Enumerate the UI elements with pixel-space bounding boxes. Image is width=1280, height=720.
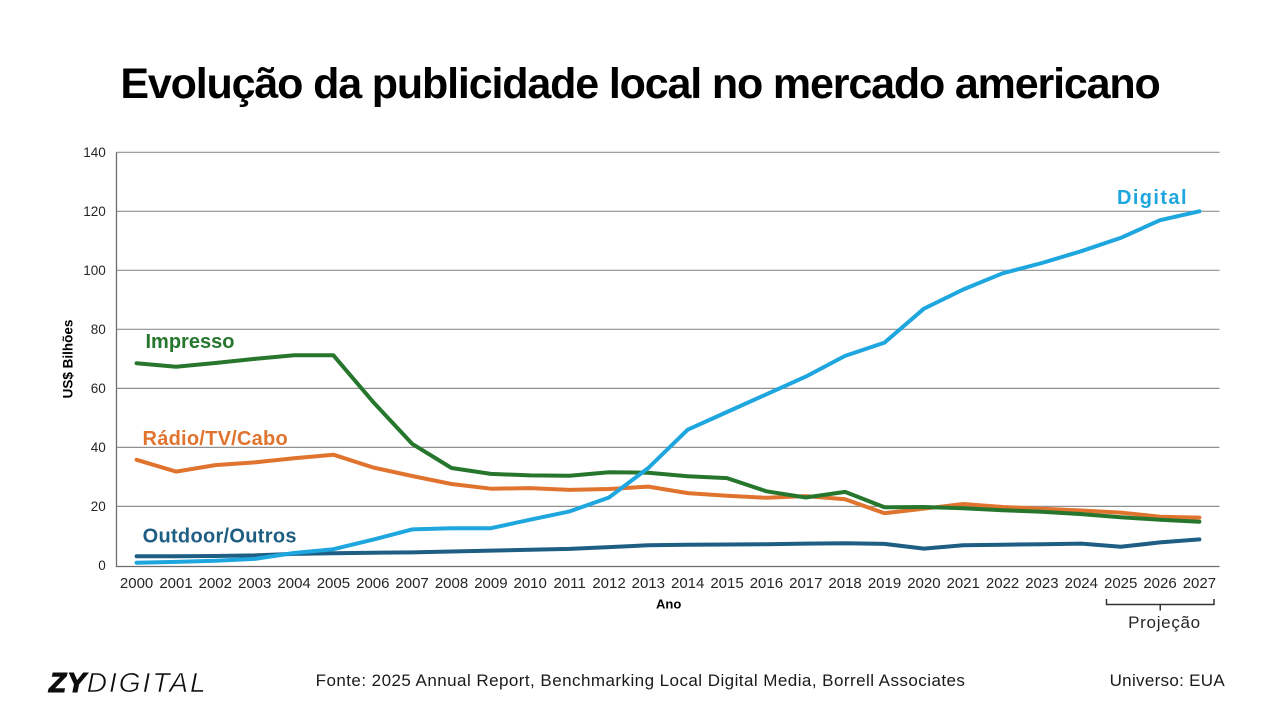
- svg-text:Ano: Ano: [656, 597, 681, 612]
- svg-text:2018: 2018: [828, 575, 861, 592]
- svg-text:100: 100: [83, 263, 106, 278]
- svg-text:80: 80: [91, 322, 106, 337]
- svg-text:2003: 2003: [238, 575, 271, 592]
- svg-text:2004: 2004: [277, 575, 310, 592]
- svg-text:40: 40: [91, 440, 106, 455]
- svg-text:2011: 2011: [553, 575, 585, 592]
- svg-text:0: 0: [98, 558, 106, 573]
- svg-text:2008: 2008: [435, 575, 468, 592]
- svg-text:US$ Bilhões: US$ Bilhões: [61, 320, 76, 399]
- svg-text:2014: 2014: [671, 575, 704, 592]
- svg-text:2013: 2013: [632, 575, 665, 592]
- svg-text:2015: 2015: [710, 575, 743, 592]
- svg-text:2002: 2002: [199, 575, 232, 592]
- svg-text:140: 140: [83, 145, 106, 160]
- svg-text:Impresso: Impresso: [146, 331, 235, 353]
- svg-text:2022: 2022: [986, 575, 1019, 592]
- svg-text:2012: 2012: [592, 575, 625, 592]
- svg-text:2009: 2009: [474, 575, 507, 592]
- svg-text:Digital: Digital: [1117, 187, 1188, 209]
- svg-text:Projeção: Projeção: [1128, 613, 1201, 632]
- svg-text:2016: 2016: [750, 575, 783, 592]
- svg-text:2025: 2025: [1104, 575, 1137, 592]
- svg-text:2026: 2026: [1143, 575, 1176, 592]
- svg-text:2007: 2007: [395, 575, 428, 592]
- svg-text:2019: 2019: [868, 575, 901, 592]
- svg-text:2010: 2010: [514, 575, 547, 592]
- svg-text:Outdoor/Outros: Outdoor/Outros: [143, 525, 297, 547]
- svg-text:2001: 2001: [159, 575, 192, 592]
- svg-text:2000: 2000: [120, 575, 153, 592]
- svg-text:2027: 2027: [1183, 575, 1216, 592]
- svg-text:Rádio/TV/Cabo: Rádio/TV/Cabo: [143, 428, 288, 450]
- svg-text:2023: 2023: [1025, 575, 1058, 592]
- svg-text:2024: 2024: [1065, 575, 1098, 592]
- svg-text:2021: 2021: [947, 575, 980, 592]
- svg-text:2005: 2005: [317, 575, 350, 592]
- svg-text:2017: 2017: [789, 575, 822, 592]
- svg-text:20: 20: [91, 499, 106, 514]
- svg-text:60: 60: [91, 381, 106, 396]
- svg-text:2020: 2020: [907, 575, 940, 592]
- svg-text:2006: 2006: [356, 575, 389, 592]
- svg-text:120: 120: [83, 204, 106, 219]
